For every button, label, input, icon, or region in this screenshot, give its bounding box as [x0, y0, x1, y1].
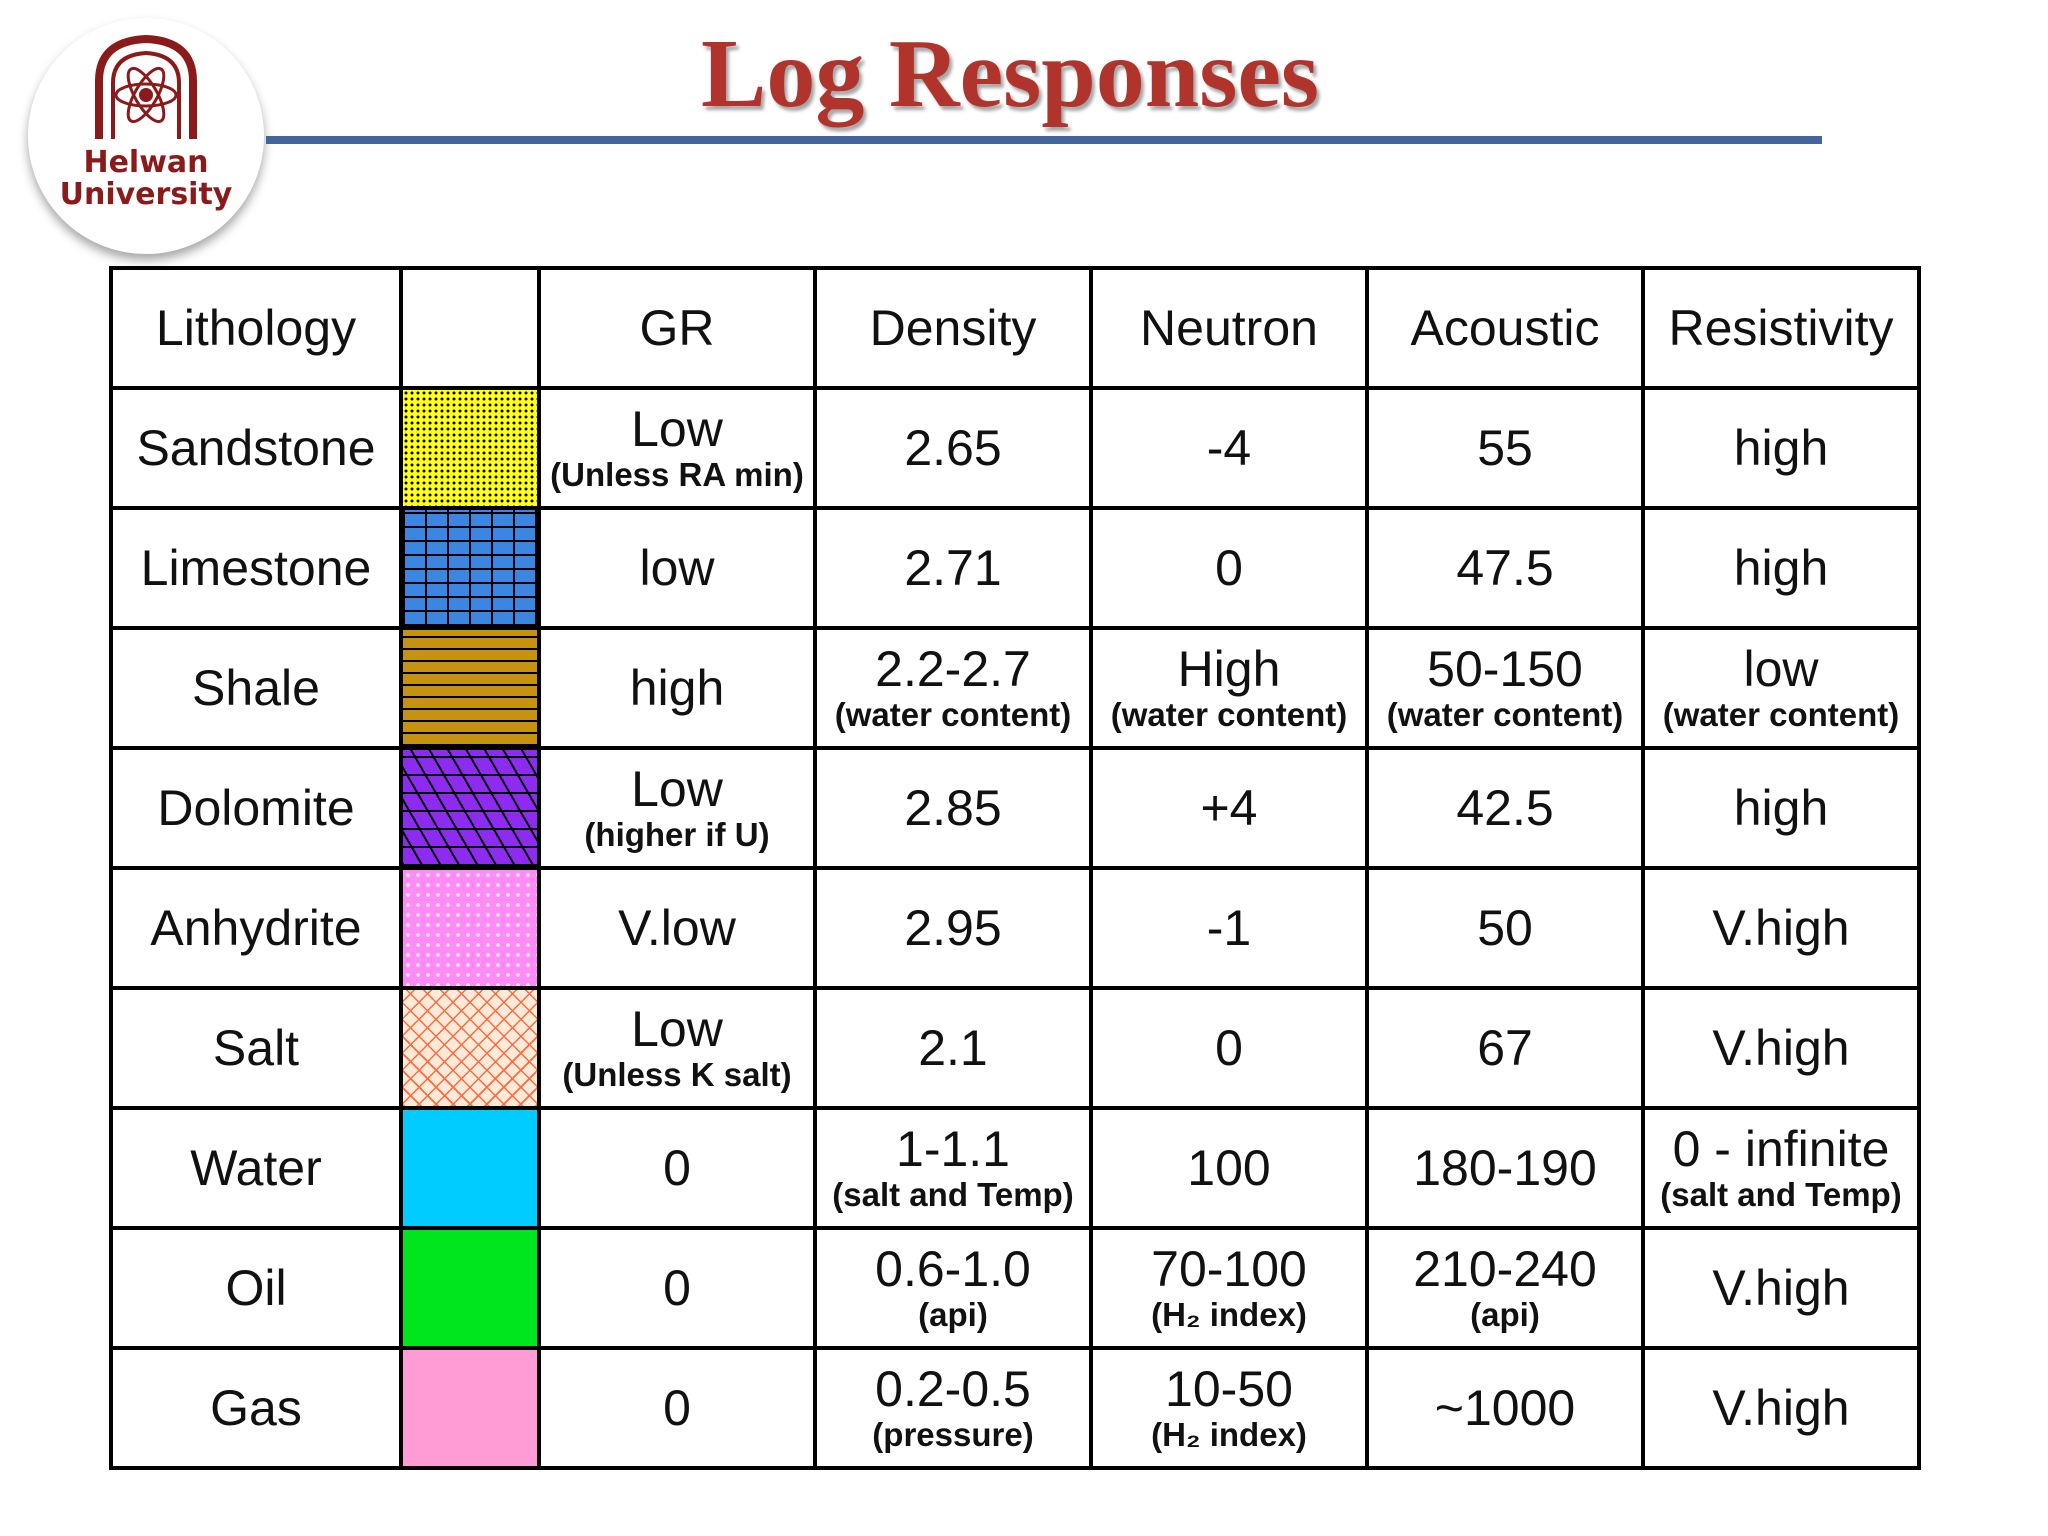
cell-resistivity: low (water content): [1641, 626, 1921, 750]
header-acoustic: Acoustic: [1365, 266, 1645, 390]
cell-lithology: Sandstone: [109, 386, 403, 510]
cell-gr: Low (Unless K salt): [537, 986, 817, 1110]
log-responses-table: Lithology GR Density Neutron Acoustic Re…: [109, 266, 1921, 1470]
cell-lithology: Shale: [109, 626, 403, 750]
cell-gr: Low (higher if U): [537, 746, 817, 870]
cell-resistivity: high: [1641, 506, 1921, 630]
cell-acoustic: ~1000: [1365, 1346, 1645, 1470]
lithology-pattern-swatch: [399, 1106, 541, 1230]
logo-text-line1: Helwan: [83, 145, 209, 180]
cell-resistivity: V.high: [1641, 866, 1921, 990]
cell-density: 2.85: [813, 746, 1093, 870]
slide-title: Log Responses: [700, 20, 1320, 128]
cell-density: 2.95: [813, 866, 1093, 990]
table-row: Limestone low 2.71 0 47.5 high: [109, 506, 1921, 630]
lithology-pattern-swatch: [399, 986, 541, 1110]
cell-lithology: Dolomite: [109, 746, 403, 870]
cell-acoustic: 50: [1365, 866, 1645, 990]
logo-text-line2: University: [59, 177, 233, 212]
cell-acoustic: 42.5: [1365, 746, 1645, 870]
table-row: Water 0 1-1.1 (salt and Temp) 100 180-190…: [109, 1106, 1921, 1230]
cell-acoustic: 210-240 (api): [1365, 1226, 1645, 1350]
cell-lithology: Oil: [109, 1226, 403, 1350]
cell-density: 2.71: [813, 506, 1093, 630]
lithology-pattern-swatch: [399, 506, 541, 630]
cell-resistivity: V.high: [1641, 1226, 1921, 1350]
header-lithology: Lithology: [109, 266, 403, 390]
lithology-pattern-swatch: [399, 626, 541, 750]
cell-lithology: Gas: [109, 1346, 403, 1470]
header-neutron: Neutron: [1089, 266, 1369, 390]
cell-gr: high: [537, 626, 817, 750]
cell-neutron: 0: [1089, 506, 1369, 630]
cell-resistivity: high: [1641, 386, 1921, 510]
header-density: Density: [813, 266, 1093, 390]
cell-lithology: Salt: [109, 986, 403, 1110]
header-pattern: [399, 266, 541, 390]
table-row: Dolomite Low (higher if U) 2.85 +4 42.5 h…: [109, 746, 1921, 870]
cell-neutron: -4: [1089, 386, 1369, 510]
cell-acoustic: 180-190: [1365, 1106, 1645, 1230]
cell-lithology: Water: [109, 1106, 403, 1230]
cell-gr: Low (Unless RA min): [537, 386, 817, 510]
lithology-pattern-swatch: [399, 386, 541, 510]
cell-density: 2.2-2.7 (water content): [813, 626, 1093, 750]
table-header-row: Lithology GR Density Neutron Acoustic Re…: [109, 266, 1921, 390]
atom-emblem-icon: [95, 34, 197, 139]
cell-gr: 0: [537, 1106, 817, 1230]
cell-neutron: +4: [1089, 746, 1369, 870]
cell-neutron: 100: [1089, 1106, 1369, 1230]
cell-resistivity: high: [1641, 746, 1921, 870]
cell-density: 0.6-1.0 (api): [813, 1226, 1093, 1350]
cell-resistivity: 0 - infinite (salt and Temp): [1641, 1106, 1921, 1230]
cell-density: 0.2-0.5 (pressure): [813, 1346, 1093, 1470]
cell-gr: 0: [537, 1346, 817, 1470]
cell-gr: low: [537, 506, 817, 630]
cell-resistivity: V.high: [1641, 986, 1921, 1110]
cell-neutron: 10-50 (H₂ index): [1089, 1346, 1369, 1470]
cell-lithology: Anhydrite: [109, 866, 403, 990]
cell-neutron: High (water content): [1089, 626, 1369, 750]
cell-lithology: Limestone: [109, 506, 403, 630]
cell-density: 2.1: [813, 986, 1093, 1110]
cell-neutron: -1: [1089, 866, 1369, 990]
cell-resistivity: V.high: [1641, 1346, 1921, 1470]
lithology-pattern-swatch: [399, 746, 541, 870]
table-row: Oil 0 0.6-1.0 (api) 70-100 (H₂ index) 210-…: [109, 1226, 1921, 1350]
table-row: Sandstone Low (Unless RA min) 2.65 -4 55 …: [109, 386, 1921, 510]
table-row: Shale high 2.2-2.7 (water content) High (w…: [109, 626, 1921, 750]
cell-acoustic: 67: [1365, 986, 1645, 1110]
table-row: Anhydrite V.low 2.95 -1 50 V.high: [109, 866, 1921, 990]
table-row: Salt Low (Unless K salt) 2.1 0 67 V.high: [109, 986, 1921, 1110]
cell-acoustic: 47.5: [1365, 506, 1645, 630]
header-resistivity: Resistivity: [1641, 266, 1921, 390]
cell-gr: 0: [537, 1226, 817, 1350]
cell-acoustic: 55: [1365, 386, 1645, 510]
university-logo: Helwan University: [28, 18, 264, 254]
table-row: Gas 0 0.2-0.5 (pressure) 10-50 (H₂ index) …: [109, 1346, 1921, 1470]
cell-neutron: 0: [1089, 986, 1369, 1110]
cell-gr: V.low: [537, 866, 817, 990]
cell-density: 2.65: [813, 386, 1093, 510]
lithology-pattern-swatch: [399, 1226, 541, 1350]
cell-neutron: 70-100 (H₂ index): [1089, 1226, 1369, 1350]
header-gr: GR: [537, 266, 817, 390]
cell-acoustic: 50-150 (water content): [1365, 626, 1645, 750]
title-divider: [266, 136, 1822, 144]
lithology-pattern-swatch: [399, 1346, 541, 1470]
cell-density: 1-1.1 (salt and Temp): [813, 1106, 1093, 1230]
lithology-pattern-swatch: [399, 866, 541, 990]
